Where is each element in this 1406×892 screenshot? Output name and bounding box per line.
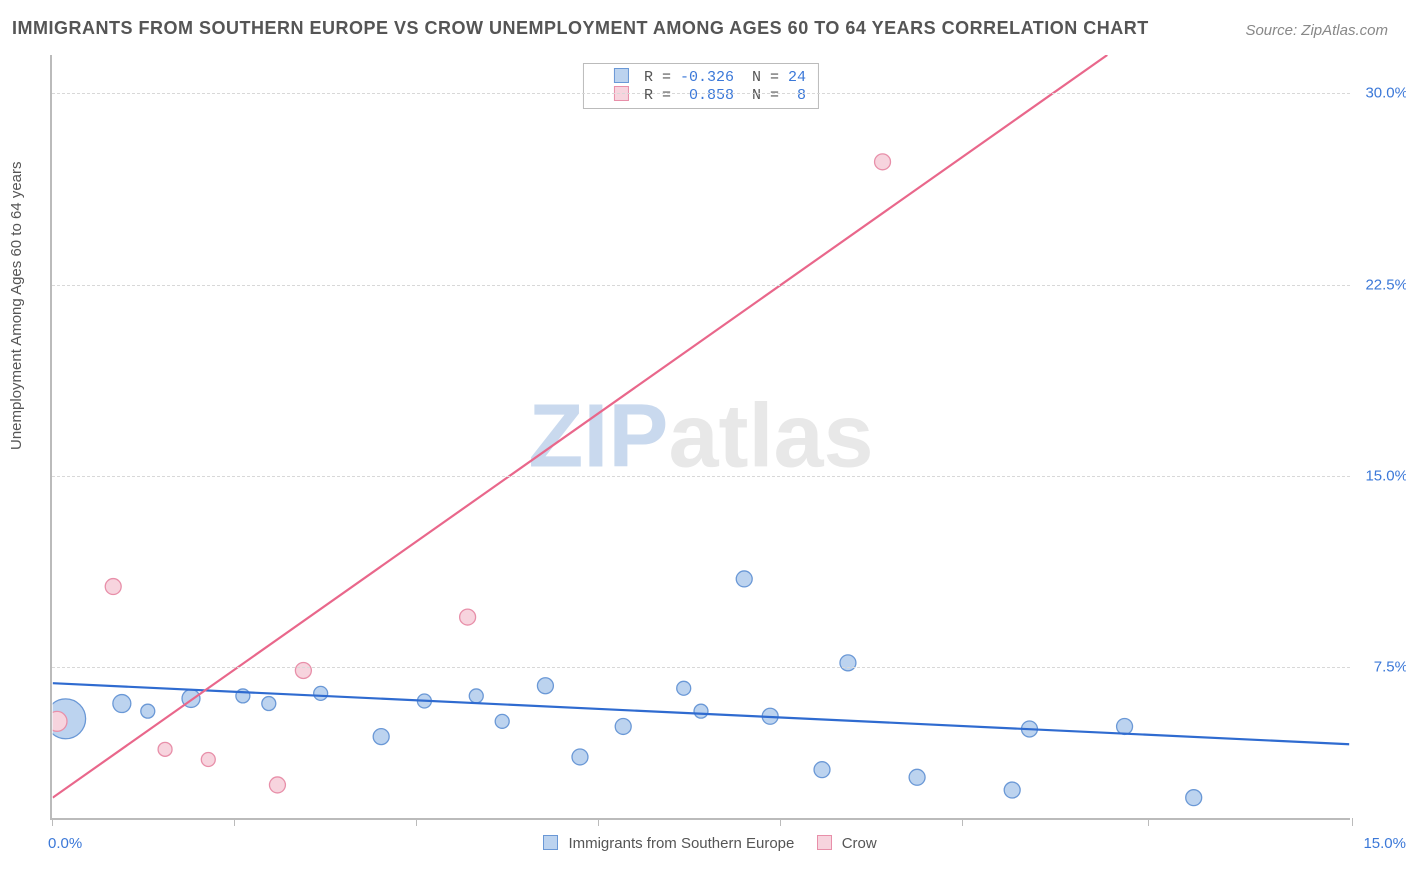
- x-tick: [416, 818, 417, 826]
- data-point: [469, 689, 483, 703]
- legend-row-2: R = 0.858 N = 8: [596, 86, 806, 104]
- data-point: [694, 704, 708, 718]
- gridline: [52, 667, 1350, 668]
- y-axis-label: Unemployment Among Ages 60 to 64 years: [8, 161, 25, 450]
- data-point: [840, 655, 856, 671]
- x-tick: [1148, 818, 1149, 826]
- gridline: [52, 285, 1350, 286]
- x-tick: [780, 818, 781, 826]
- data-point: [909, 769, 925, 785]
- data-point: [1186, 790, 1202, 806]
- data-point: [736, 571, 752, 587]
- chart-title: IMMIGRANTS FROM SOUTHERN EUROPE VS CROW …: [12, 18, 1149, 39]
- correlation-legend: R = -0.326 N = 24 R = 0.858 N = 8: [583, 63, 819, 109]
- n-value-1: 24: [788, 69, 806, 86]
- data-point: [572, 749, 588, 765]
- plot-area: ZIPatlas R = -0.326 N = 24 R = 0.858 N =…: [50, 55, 1350, 820]
- bottom-legend-label-2: Crow: [842, 835, 877, 852]
- data-point: [295, 663, 311, 679]
- x-tick-left: 0.0%: [48, 835, 82, 852]
- data-point: [615, 718, 631, 734]
- n-value-2: 8: [788, 87, 806, 104]
- x-tick: [598, 818, 599, 826]
- source-label: Source: ZipAtlas.com: [1245, 22, 1388, 39]
- r-value-1: -0.326: [680, 69, 734, 86]
- data-point: [47, 711, 67, 731]
- x-tick: [52, 818, 53, 826]
- data-point: [314, 686, 328, 700]
- data-point: [113, 695, 131, 713]
- x-tick: [234, 818, 235, 826]
- x-tick-right: 15.0%: [1363, 835, 1406, 852]
- x-axis-legend: Immigrants from Southern Europe Crow: [52, 835, 1350, 852]
- y-tick-label: 15.0%: [1365, 467, 1406, 484]
- data-point: [201, 753, 215, 767]
- x-tick: [962, 818, 963, 826]
- data-point: [158, 742, 172, 756]
- data-point: [373, 729, 389, 745]
- trend-line: [53, 683, 1350, 744]
- r-value-2: 0.858: [680, 87, 734, 104]
- gridline: [52, 93, 1350, 94]
- data-point: [875, 154, 891, 170]
- data-point: [814, 762, 830, 778]
- trend-line: [53, 55, 1108, 798]
- data-point: [460, 609, 476, 625]
- data-point: [262, 697, 276, 711]
- bottom-legend-label-1: Immigrants from Southern Europe: [568, 835, 794, 852]
- bottom-swatch-pink: [817, 835, 832, 850]
- data-point: [677, 681, 691, 695]
- x-tick: [1352, 818, 1353, 826]
- data-point: [1117, 718, 1133, 734]
- y-tick-label: 7.5%: [1374, 659, 1406, 676]
- data-point: [141, 704, 155, 718]
- data-point: [105, 579, 121, 595]
- data-point: [269, 777, 285, 793]
- chart-svg: [52, 55, 1350, 818]
- data-point: [1004, 782, 1020, 798]
- bottom-swatch-blue: [543, 835, 558, 850]
- y-tick-label: 30.0%: [1365, 85, 1406, 102]
- y-tick-label: 22.5%: [1365, 276, 1406, 293]
- data-point: [495, 714, 509, 728]
- legend-swatch-blue: [614, 68, 629, 83]
- gridline: [52, 476, 1350, 477]
- legend-row-1: R = -0.326 N = 24: [596, 68, 806, 86]
- data-point: [537, 678, 553, 694]
